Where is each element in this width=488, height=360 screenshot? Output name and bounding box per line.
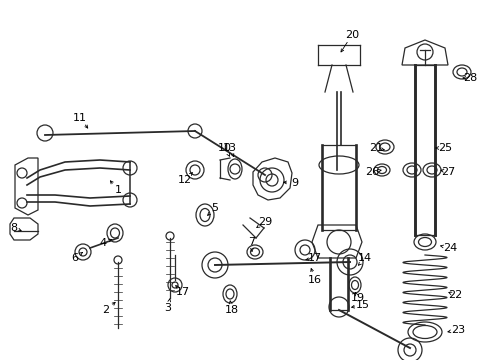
Text: 5: 5 [211,203,218,213]
Text: 2: 2 [102,305,109,315]
Text: 23: 23 [450,325,464,335]
Text: 20: 20 [344,30,358,40]
Text: 22: 22 [447,290,461,300]
Text: 12: 12 [178,175,192,185]
Text: 26: 26 [364,167,378,177]
Text: 1: 1 [114,185,121,195]
Text: 21: 21 [368,143,382,153]
Text: 17: 17 [176,287,190,297]
Text: 24: 24 [442,243,456,253]
Text: 27: 27 [440,167,454,177]
Text: 11: 11 [73,113,87,123]
Text: 15: 15 [355,300,369,310]
Text: 28: 28 [462,73,476,83]
Text: 17: 17 [307,253,322,263]
Text: 10: 10 [218,143,231,153]
Text: 19: 19 [350,293,365,303]
Text: 8: 8 [10,223,18,233]
Text: 3: 3 [164,303,171,313]
Text: 9: 9 [291,178,298,188]
Text: 14: 14 [357,253,371,263]
Text: 25: 25 [437,143,451,153]
Text: 4: 4 [99,238,106,248]
Text: 16: 16 [307,275,321,285]
Text: 18: 18 [224,305,239,315]
Text: 13: 13 [223,143,237,153]
Text: 7: 7 [248,237,255,247]
Text: 29: 29 [257,217,271,227]
Text: 6: 6 [71,253,79,263]
